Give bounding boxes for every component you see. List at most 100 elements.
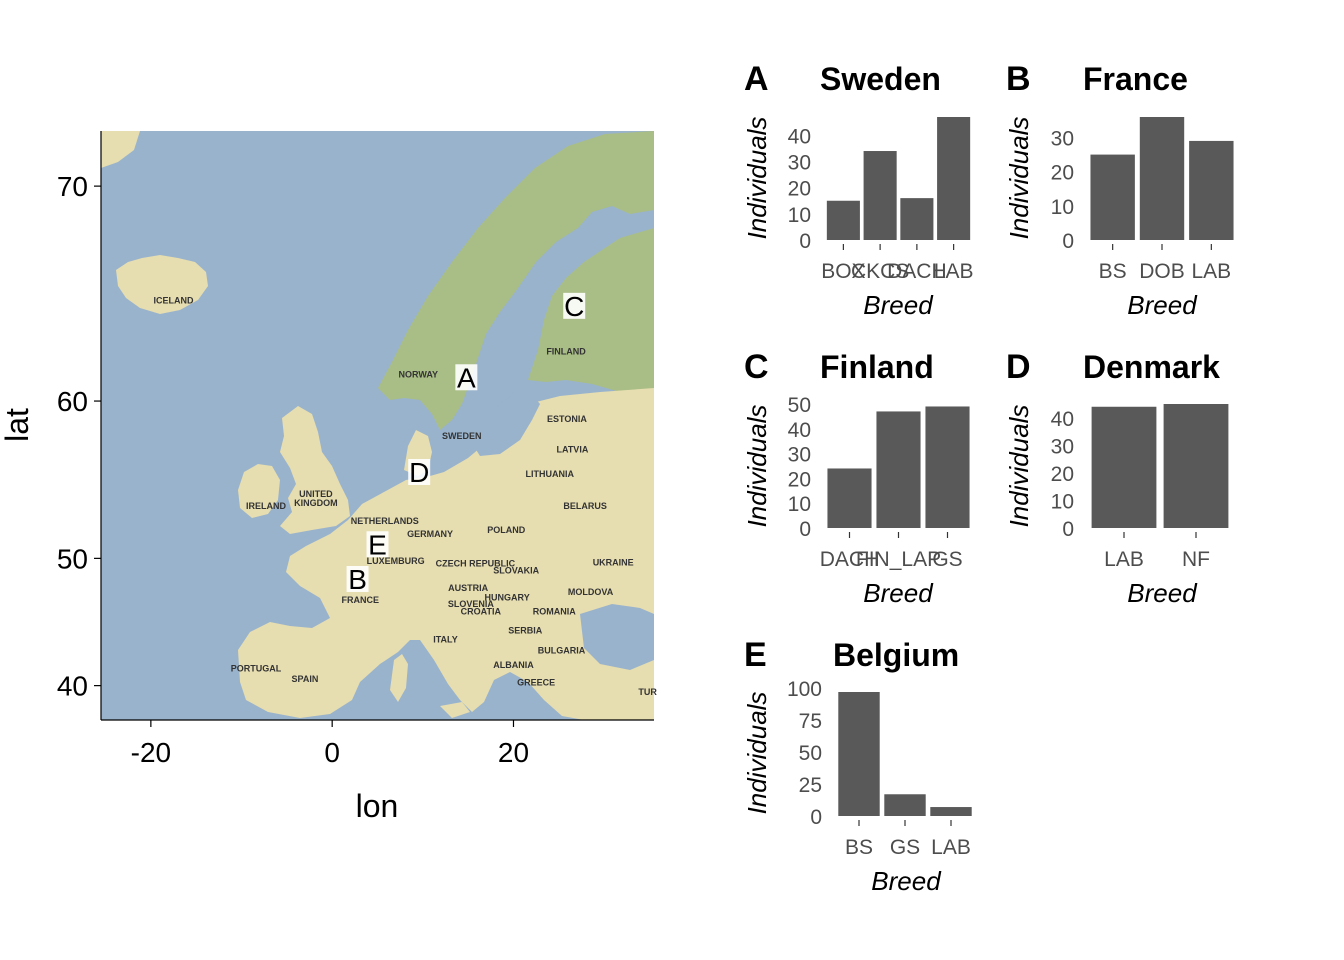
map-marker-background [346,565,369,592]
panel-title: Denmark [1083,349,1220,385]
map-place-label: LATVIA [556,445,588,455]
y-tick-label: 30 [788,444,811,467]
map-marker-c[interactable]: C [564,291,584,322]
y-tick-label: 10 [788,493,811,516]
y-tick-label: 0 [1062,518,1074,541]
bar-nf[interactable] [1163,404,1229,528]
landmass-scandinavia [378,131,654,430]
map-place-labels: ICELAND NORWAY SWEDEN FINLAND ESTONIA LATVIA L… [154,296,658,697]
map-marker-background [563,292,586,319]
map-place-label: NETHERLANDS [351,516,419,526]
bar-panel-a: A Sweden Individuals 0 10 20 30 40 BOXCKCSDACHLA… [742,60,973,320]
map-place-label: ITALY [433,634,458,644]
panel-tag: C [744,348,769,386]
map-place-label: SERBIA [508,626,543,636]
landmass-ireland [238,464,280,518]
bar-lab[interactable] [937,117,971,240]
map-place-label: SLOVAKIA [493,566,539,576]
x-axis-label: Breed [871,866,942,896]
bar-dob[interactable] [1139,117,1185,240]
bar-lab[interactable] [930,807,972,816]
map-x-tick-label: 20 [498,737,529,768]
map-x-axis-label: lon [356,788,399,824]
map-place-label: PORTUGAL [231,663,282,673]
x-tick-label: GS [890,836,920,859]
y-axis-label: Individuals [742,405,772,528]
map-place-label: BULGARIA [538,645,586,655]
x-tick-label: BS [1099,260,1127,283]
x-tick-label: DACH [887,260,947,283]
map-marker-background [366,531,389,558]
sea-baltic [470,392,540,456]
bar-bs[interactable] [1090,154,1135,240]
x-tick-label: LAB [934,260,974,283]
bar-ckcs[interactable] [863,151,897,240]
y-tick-label: 0 [810,806,822,829]
map-y-axis-label: lat [0,408,35,442]
sea-bothnia [500,298,546,390]
map-marker-b[interactable]: B [348,564,367,595]
x-axis-label: Breed [863,290,934,320]
y-tick-label: 50 [799,742,822,765]
bar-gs[interactable] [925,406,970,528]
map-place-label: ESTONIA [547,414,587,424]
map-place-label: NORWAY [399,369,439,379]
y-tick-label: 10 [1051,490,1074,513]
map-place-label: POLAND [487,525,526,535]
map-place-label: UKRAINE [593,557,634,567]
map-y-tick-label: 70 [57,171,88,202]
bar-panels: A SwedenIndividuals010203040BOXCKCSDACHLA… [742,60,1234,896]
bar-fin-lap[interactable] [876,411,921,528]
x-tick-label: LAB [1104,548,1144,571]
bar-gs[interactable] [884,794,926,816]
bar-lab[interactable] [1091,406,1157,528]
map-place-label: FRANCE [342,595,380,605]
x-axis-label: Breed [1127,290,1198,320]
y-tick-label: 0 [1062,230,1074,253]
bar-bs[interactable] [838,692,880,816]
bar-dach[interactable] [827,468,872,528]
map-markers: A B C D E [346,291,586,595]
map-place-label: AUSTRIA [448,583,488,593]
y-tick-label: 20 [1051,463,1074,486]
y-tick-label: 30 [1051,435,1074,458]
bar-dach[interactable] [900,198,934,240]
map-marker-background [408,459,431,486]
map-y-tick-label: 60 [57,386,88,417]
y-tick-label: 20 [788,178,811,201]
map-x-tick-label: -20 [131,737,171,768]
panel-title: Sweden [820,61,941,97]
map-marker-d[interactable]: D [409,457,429,488]
panel-tag: E [744,636,767,674]
x-tick-label: DACH [820,548,880,571]
y-axis-label: Individuals [1004,405,1034,528]
x-tick-label: DOB [1139,260,1185,283]
bar-panel-e: E Belgium Individuals 0 25 50 75 100 BS GS LAB Bree… [742,636,972,896]
y-tick-label: 20 [1051,162,1074,185]
panel-tag: A [744,60,769,98]
y-tick-label: 40 [788,419,811,442]
bar-lab[interactable] [1189,140,1234,240]
map-place-label: IRELAND [246,501,286,511]
landmass-continent [238,388,654,720]
x-tick-label: LAB [931,836,971,859]
x-tick-label: FIN_LAP [856,548,941,571]
map-marker-background [455,364,478,391]
sea-mediterranean [352,650,462,720]
y-tick-label: 0 [799,518,811,541]
map-place-label: GERMANY [407,529,453,539]
map-place-label: KINGDOM [294,498,338,508]
map-place-label: SWEDEN [442,431,482,441]
bar-box[interactable] [826,200,860,240]
landmass-corsica-sardinia [390,654,408,702]
y-tick-label: 10 [1051,196,1074,219]
map-place-label: CZECH REPUBLIC [436,559,516,569]
map-place-label: GREECE [517,678,555,688]
map-marker-e[interactable]: E [368,529,387,560]
map-x-tick-label: 0 [324,737,340,768]
map-marker-a[interactable]: A [457,362,476,393]
map-place-label: ICELAND [154,296,194,306]
panel-tag: B [1006,60,1031,98]
x-tick-label: BOX [821,260,865,283]
